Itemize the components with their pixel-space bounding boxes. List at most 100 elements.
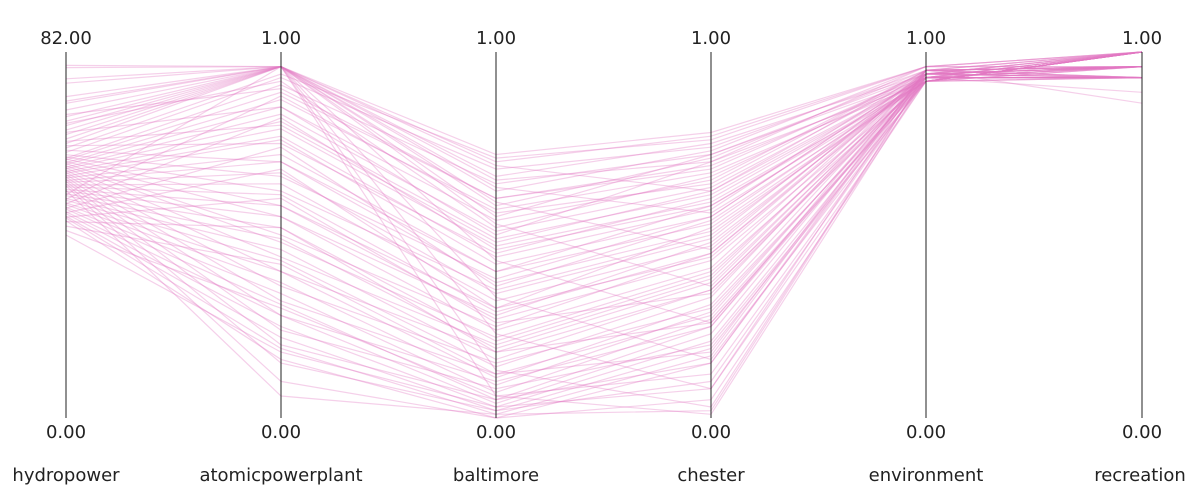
data-line-19 <box>65 76 1142 353</box>
axis-max-label-environment: 1.00 <box>906 28 946 49</box>
axis-name-chester: chester <box>677 465 745 486</box>
data-line-7 <box>65 76 1142 229</box>
data-line-31 <box>65 51 1143 287</box>
axis-recreation: 1.00 0.00 recreation <box>1094 28 1186 486</box>
axis-environment: 1.00 0.00 environment <box>869 28 984 486</box>
axis-min-label-atomicpowerplant: 0.00 <box>261 422 301 443</box>
data-line-10 <box>65 76 1142 254</box>
data-line-75 <box>65 65 1143 390</box>
data-line-73 <box>65 65 1142 324</box>
data-line-1 <box>65 65 1142 163</box>
data-line-26 <box>65 51 1143 419</box>
data-line-39 <box>65 66 1143 170</box>
data-line-17 <box>65 51 1143 339</box>
data-line-45 <box>65 66 1143 240</box>
data-line-42 <box>65 66 1143 211</box>
data-line-68 <box>65 51 1143 419</box>
axis-min-label-baltimore: 0.00 <box>476 422 516 443</box>
data-line-11 <box>65 51 1143 273</box>
data-line-48 <box>65 66 1143 265</box>
data-line-56 <box>65 51 1143 342</box>
data-line-62 <box>65 51 1143 394</box>
data-line-46 <box>65 77 1143 247</box>
data-line-9 <box>65 66 1143 243</box>
data-line-64 <box>65 73 1143 405</box>
data-line-13 <box>65 76 1142 291</box>
axis-name-recreation: recreation <box>1094 465 1186 486</box>
data-line-65 <box>65 51 1143 408</box>
axis-max-label-hydropower: 82.00 <box>40 28 92 49</box>
data-line-16 <box>65 73 1143 328</box>
data-line-67 <box>65 69 1143 415</box>
data-line-54 <box>65 66 1143 320</box>
data-line-30 <box>65 76 1142 251</box>
data-line-8 <box>65 51 1143 236</box>
data-line-34 <box>65 51 1143 353</box>
axis-name-hydropower: hydropower <box>12 465 120 486</box>
data-line-18 <box>65 66 1143 346</box>
data-line-35 <box>65 69 1143 375</box>
data-line-4 <box>65 65 1143 207</box>
axis-max-label-chester: 1.00 <box>691 28 731 49</box>
data-line-49 <box>65 76 1142 273</box>
data-line-43 <box>65 69 1143 222</box>
data-line-25 <box>65 76 1143 412</box>
axis-min-label-hydropower: 0.00 <box>46 422 86 443</box>
axis-baltimore: 1.00 0.00 baltimore <box>453 28 539 486</box>
axis-min-label-recreation: 0.00 <box>1122 422 1162 443</box>
data-line-44 <box>65 51 1143 232</box>
data-line-12 <box>65 66 1143 280</box>
axis-name-environment: environment <box>869 465 984 486</box>
data-line-36 <box>65 66 1143 397</box>
data-line-14 <box>65 51 1143 309</box>
data-line-70 <box>65 65 1143 214</box>
data-line-32 <box>65 66 1143 309</box>
data-line-59 <box>65 51 1143 368</box>
data-lines <box>65 51 1143 419</box>
axis-max-label-atomicpowerplant: 1.00 <box>261 28 301 49</box>
axis-name-atomicpowerplant: atomicpowerplant <box>199 465 362 486</box>
data-line-5 <box>65 51 1143 218</box>
data-line-60 <box>65 66 1143 379</box>
data-line-66 <box>65 66 1143 412</box>
axis-min-label-environment: 0.00 <box>906 422 946 443</box>
data-line-38 <box>65 51 1143 159</box>
data-line-72 <box>65 65 1143 287</box>
data-line-2 <box>65 51 1143 178</box>
data-line-71 <box>65 51 1143 251</box>
data-line-20 <box>65 51 1143 364</box>
axis-min-label-chester: 0.00 <box>691 422 731 443</box>
data-line-41 <box>65 51 1143 200</box>
data-line-69 <box>65 65 1143 192</box>
data-line-27 <box>65 66 1143 415</box>
data-line-63 <box>65 66 1143 401</box>
data-line-47 <box>65 51 1143 258</box>
data-line-51 <box>65 66 1143 295</box>
data-line-29 <box>65 66 1143 214</box>
data-line-22 <box>65 76 1142 383</box>
data-line-77 <box>65 51 1143 415</box>
data-line-0 <box>65 51 1143 156</box>
axis-atomicpowerplant: 1.00 0.00 atomicpowerplant <box>199 28 362 486</box>
data-line-55 <box>65 69 1143 331</box>
data-line-37 <box>65 51 1143 408</box>
data-line-53 <box>65 51 1143 313</box>
data-line-28 <box>65 51 1143 196</box>
data-line-76 <box>65 65 1143 408</box>
data-line-21 <box>65 66 1143 375</box>
data-line-50 <box>65 51 1143 284</box>
data-line-24 <box>65 66 1143 401</box>
data-line-57 <box>65 66 1143 350</box>
data-line-6 <box>65 66 1143 200</box>
data-line-52 <box>65 73 1143 302</box>
axis-max-label-recreation: 1.00 <box>1122 28 1162 49</box>
data-line-15 <box>65 66 1143 317</box>
data-line-23 <box>65 51 1143 390</box>
axis-name-baltimore: baltimore <box>453 465 539 486</box>
data-line-3 <box>65 65 1142 192</box>
data-line-40 <box>65 73 1143 185</box>
axis-hydropower: 82.00 0.00 hydropower <box>12 28 120 486</box>
axis-chester: 1.00 0.00 chester <box>677 28 745 486</box>
data-line-74 <box>65 51 1143 361</box>
